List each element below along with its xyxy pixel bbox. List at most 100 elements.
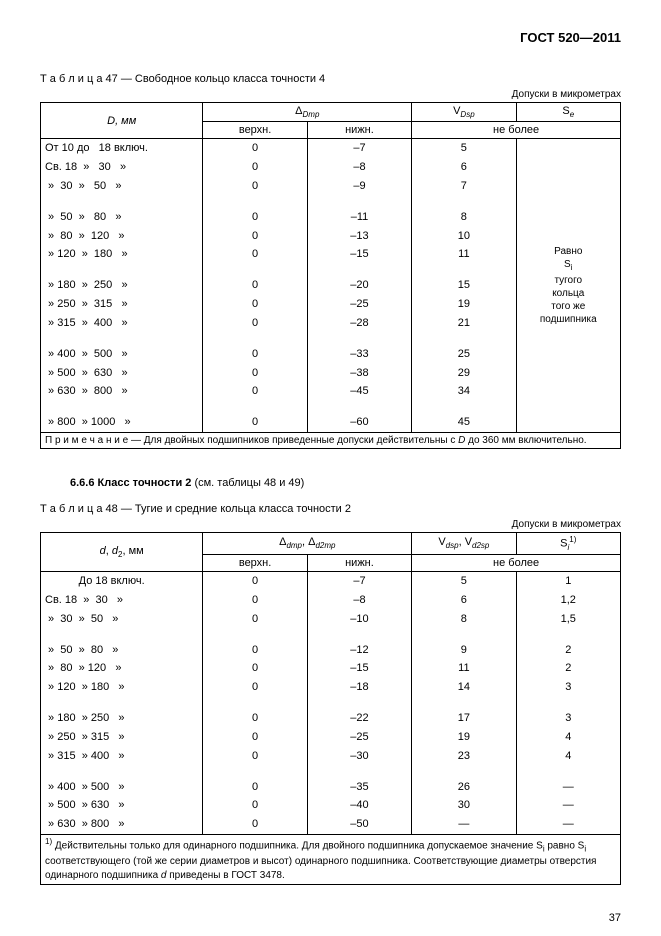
table47-body-upper: 0000000000000 xyxy=(203,139,307,433)
table-cell: » 50 » 80 » xyxy=(41,641,202,660)
table-cell: » 500 » 630 » xyxy=(41,796,202,815)
table-cell: –7 xyxy=(308,572,411,591)
table-cell: 10 xyxy=(412,227,515,246)
section-num: 6.6.6 xyxy=(70,477,94,489)
table-cell: –8 xyxy=(308,158,411,177)
table-cell: –25 xyxy=(308,728,411,747)
table48-body-v: 568911141719232630— xyxy=(412,572,516,835)
table-cell: — xyxy=(517,815,620,834)
table-cell: » 50 » 80 » xyxy=(41,208,202,227)
table48-sub-upper: верхн. xyxy=(203,555,307,572)
table-cell: 0 xyxy=(203,139,306,158)
table-cell: 0 xyxy=(203,314,306,333)
document-header: ГОСТ 520—2011 xyxy=(40,30,621,45)
table-cell: » 120 » 180 » xyxy=(41,678,202,697)
table47-caption-text: — Свободное кольцо класса точности 4 xyxy=(121,73,325,85)
table-cell: 0 xyxy=(203,208,306,227)
table48-caption-prefix: Т а б л и ц а xyxy=(40,503,102,515)
table48-body-range: До 18 включ.Св. 18 » 30 » » 30 » 50 » » … xyxy=(41,572,203,835)
table-cell: » 180 » 250 » xyxy=(41,276,202,295)
table-cell: 4 xyxy=(517,747,620,766)
table-cell: –60 xyxy=(308,413,411,432)
table-cell: 1,5 xyxy=(517,610,620,629)
table47-caption-prefix: Т а б л и ц а xyxy=(40,73,102,85)
table-cell: 2 xyxy=(517,659,620,678)
table-cell: » 30 » 50 » xyxy=(41,177,202,196)
page-number: 37 xyxy=(609,912,621,924)
table-cell: » 80 » 120 » xyxy=(41,227,202,246)
table-cell: 8 xyxy=(412,610,515,629)
table-cell: » 315 » 400 » xyxy=(41,747,202,766)
table-cell: –15 xyxy=(308,245,411,264)
table-cell: 0 xyxy=(203,295,306,314)
table-cell: 11 xyxy=(412,245,515,264)
table-cell: 15 xyxy=(412,276,515,295)
table-cell: 23 xyxy=(412,747,515,766)
table-cell: –25 xyxy=(308,295,411,314)
table47-col-vdsp: VDsp xyxy=(412,103,516,122)
table-cell: — xyxy=(412,815,515,834)
table-cell: –22 xyxy=(308,709,411,728)
table-cell: До 18 включ. xyxy=(41,572,202,591)
table47-col-dmp: ΔDmp xyxy=(203,103,412,122)
table-cell: 0 xyxy=(203,709,306,728)
table-cell: 0 xyxy=(203,747,306,766)
table-cell: –35 xyxy=(308,778,411,797)
table-cell: 0 xyxy=(203,245,306,264)
table-cell: –50 xyxy=(308,815,411,834)
table-cell: –9 xyxy=(308,177,411,196)
table47-body-range: От 10 до 18 включ.Св. 18 » 30 » » 30 » 5… xyxy=(41,139,203,433)
table47-sub-upper: верхн. xyxy=(203,122,307,139)
table-cell: » 180 » 250 » xyxy=(41,709,202,728)
table47-sub-lower: нижн. xyxy=(307,122,411,139)
table-cell: » 630 » 800 » xyxy=(41,382,202,401)
table-cell: –10 xyxy=(308,610,411,629)
table47-sub-notmore: не более xyxy=(412,122,621,139)
table47-col-d: D, мм xyxy=(41,103,203,139)
table-cell: 0 xyxy=(203,177,306,196)
table-cell: » 80 » 120 » xyxy=(41,659,202,678)
table-cell: –7 xyxy=(308,139,411,158)
section-suffix: (см. таблицы 48 и 49) xyxy=(194,477,304,489)
table-cell: 0 xyxy=(203,364,306,383)
table-cell: — xyxy=(517,778,620,797)
table-cell: 0 xyxy=(203,610,306,629)
section-title: Класс точности 2 xyxy=(98,477,192,489)
table-cell: 1 xyxy=(517,572,620,591)
table-cell: –12 xyxy=(308,641,411,660)
table-cell: 3 xyxy=(517,678,620,697)
table47-caption-num: 47 xyxy=(106,73,118,85)
table-cell: 11 xyxy=(412,659,515,678)
table48: d, d2, мм Δdmp, Δd2mp Vdsp, Vd2sp Si1) в… xyxy=(40,532,621,885)
table-cell: 45 xyxy=(412,413,515,432)
table-cell: 7 xyxy=(412,177,515,196)
table-cell: 0 xyxy=(203,591,306,610)
table-cell: –45 xyxy=(308,382,411,401)
table48-col-dmp: Δdmp, Δd2mp xyxy=(203,533,412,555)
table-cell: 0 xyxy=(203,227,306,246)
table-cell: 5 xyxy=(412,572,515,591)
table47-tolerance-note: Допуски в микрометрах xyxy=(40,89,621,100)
table-cell: 17 xyxy=(412,709,515,728)
table47-note: П р и м е ч а н и е — Для двойных подшип… xyxy=(41,433,621,449)
table-cell: 0 xyxy=(203,659,306,678)
table-cell: » 500 » 630 » xyxy=(41,364,202,383)
table-cell: » 400 » 500 » xyxy=(41,778,202,797)
table-cell: 21 xyxy=(412,314,515,333)
table-cell: 0 xyxy=(203,572,306,591)
table-cell: 0 xyxy=(203,728,306,747)
table47-body-lower: –7–8–9–11–13–15–20–25–28–33–38–45–60 xyxy=(307,139,411,433)
table-cell: » 800 » 1000 » xyxy=(41,413,202,432)
table47-se-text: РавноSiтугогокольцатого жеподшипника xyxy=(516,139,620,433)
table-cell: 0 xyxy=(203,678,306,697)
table-cell: » 30 » 50 » xyxy=(41,610,202,629)
table48-body-lower: –7–8–10–12–15–18–22–25–30–35–40–50 xyxy=(307,572,411,835)
table-cell: 1,2 xyxy=(517,591,620,610)
table48-caption-num: 48 xyxy=(106,503,118,515)
table-cell: –30 xyxy=(308,747,411,766)
table-cell: 8 xyxy=(412,208,515,227)
table-cell: 34 xyxy=(412,382,515,401)
table48-sub-lower: нижн. xyxy=(307,555,411,572)
table47-body-v: 5678101115192125293445 xyxy=(412,139,516,433)
table-cell: –13 xyxy=(308,227,411,246)
